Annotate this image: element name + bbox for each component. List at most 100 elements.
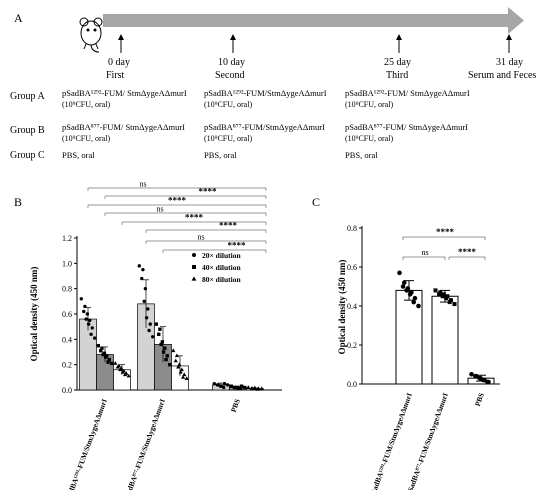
timeline-marker: 10 day Second [215, 34, 245, 81]
timeline-event: Second [215, 70, 244, 81]
data-point [416, 303, 421, 309]
y-tick-label: 1.2 [62, 234, 72, 243]
x-category-label: pSadBA⁸⁷⁷-FUM/StmΔygeAΔmurI [404, 391, 450, 490]
data-point [99, 349, 103, 353]
data-point [477, 375, 482, 381]
significance-label: ns [197, 233, 204, 242]
data-point [401, 280, 407, 285]
data-point [184, 376, 189, 380]
data-point [141, 267, 145, 272]
legend-label: 20× dilution [202, 251, 241, 260]
data-point [84, 317, 88, 321]
timeline-bar [103, 14, 508, 27]
data-point [481, 377, 486, 383]
data-point [400, 284, 406, 289]
data-point [249, 386, 254, 391]
panel-c-label: C [312, 195, 320, 209]
data-point [96, 343, 100, 348]
data-point [142, 299, 146, 304]
data-point [118, 367, 123, 372]
group-cell-line2: (10⁹CFU, oral) [62, 134, 110, 143]
data-point [412, 295, 418, 301]
bar [431, 295, 459, 385]
data-point [218, 384, 223, 388]
mouse-icon [79, 17, 103, 53]
group-name: Group B [10, 125, 45, 136]
data-point [222, 381, 227, 386]
data-point [404, 288, 409, 293]
data-point [174, 353, 180, 358]
timeline-marker: 31 day Serum and Feces [468, 34, 536, 81]
data-point [147, 328, 151, 333]
data-point [148, 322, 152, 326]
data-point [160, 340, 165, 344]
data-point [212, 381, 216, 386]
data-point [192, 253, 196, 257]
data-point [411, 299, 417, 305]
significance-label: ns [421, 248, 428, 257]
group-name: Group C [10, 150, 45, 161]
data-point [100, 346, 104, 350]
y-tick-label: 0.6 [347, 263, 357, 272]
y-tick-label: 1.0 [62, 259, 72, 268]
data-point [176, 364, 181, 369]
timeline-day: 25 day [384, 57, 411, 68]
data-point [122, 372, 128, 377]
data-point [239, 387, 243, 391]
y-tick-label: 0.4 [62, 335, 72, 344]
significance-label: **** [436, 227, 455, 237]
timeline-day: 31 day [496, 57, 523, 68]
significance-label: **** [168, 196, 187, 206]
data-point [115, 364, 120, 369]
timeline-event: Third [386, 70, 408, 81]
timeline-day: 0 day [108, 57, 130, 68]
data-point [437, 292, 442, 297]
group-cell-line1: pSadBA⁸⁷⁷-FUM/ StmΔygeAΔmurI [62, 122, 185, 132]
data-point [85, 312, 90, 316]
group-cell-line2: (10⁹CFU, oral) [204, 100, 252, 109]
data-point [444, 296, 449, 301]
group-cell-line1: pSadBA⁸⁷⁷-FUM/StmΔygeAΔmurI [204, 122, 325, 132]
group-row: Group A pSadBA¹²⁹²-FUM/ StmΔygeAΔmurI (1… [10, 88, 470, 109]
y-tick-label: 0.6 [62, 310, 72, 319]
data-point [88, 318, 92, 323]
data-point [226, 383, 230, 387]
chart-c-ylabel: Optical density (450 nm) [337, 260, 347, 355]
data-point [90, 326, 94, 330]
timeline-marker: 25 day Third [384, 34, 411, 81]
y-tick-label: 0.2 [62, 361, 72, 370]
data-point [215, 383, 220, 387]
data-point [243, 385, 247, 390]
data-point [107, 357, 111, 362]
data-point [120, 369, 125, 374]
data-point [173, 358, 178, 363]
data-point [259, 386, 264, 391]
data-point [143, 286, 148, 291]
y-tick-label: 0.0 [347, 380, 357, 389]
data-point [83, 304, 87, 309]
x-category-label: pSadBA¹²⁹²-FUM/StmΔygeAΔmurI [367, 392, 413, 490]
timeline-arrowhead [508, 7, 524, 34]
data-point [447, 300, 452, 305]
data-point [255, 387, 260, 391]
data-point [473, 373, 478, 379]
significance-label: **** [458, 247, 477, 257]
y-tick-label: 0.2 [347, 341, 357, 350]
data-point [168, 362, 172, 367]
data-point [222, 385, 226, 390]
data-point [180, 375, 186, 379]
data-point [246, 385, 251, 389]
data-point [239, 384, 244, 388]
panel-a-label: A [14, 11, 23, 25]
data-point [159, 342, 163, 347]
data-point [469, 371, 474, 377]
timeline-day: 10 day [218, 57, 245, 68]
group-cell-line2: (10⁹CFU, oral) [62, 100, 110, 109]
x-category-label: pSadBA¹²⁹²-FUM/StmΔygeAΔmurI [62, 398, 108, 490]
chart-b: 0.0 0.2 0.4 0.6 0.8 1.0 1.2 pSadBA¹²⁹²-FUM/StmΔ… [62, 180, 282, 490]
data-point [485, 379, 490, 385]
data-point [154, 322, 158, 326]
data-point [79, 297, 84, 301]
group-cell-line1: pSadBA¹²⁹²-FUM/ StmΔygeAΔmurI [345, 88, 470, 98]
significance-label: **** [228, 241, 247, 251]
